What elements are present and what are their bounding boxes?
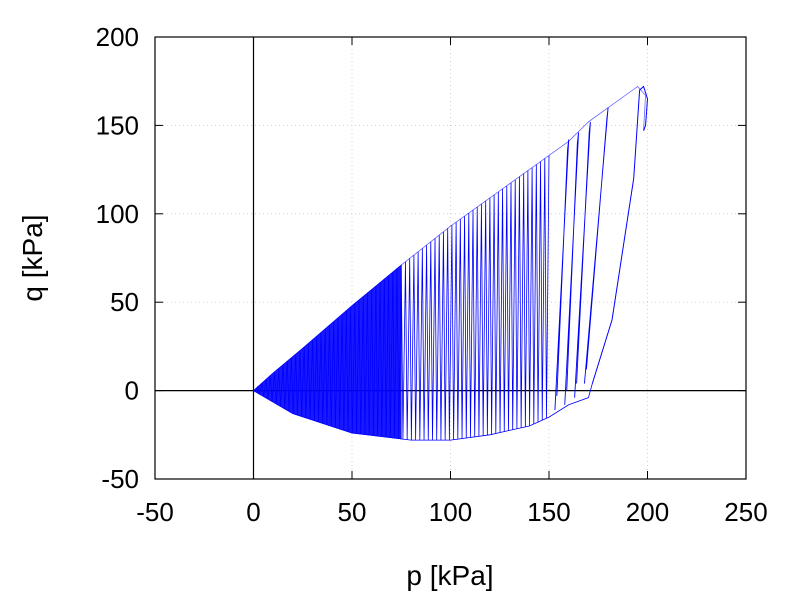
series-lower-envelope — [253, 383, 593, 441]
series-upper-envelope — [253, 85, 646, 391]
x-tick-label: 200 — [626, 497, 669, 527]
series-final-loop — [591, 85, 649, 384]
series-cycle — [584, 107, 609, 384]
y-tick-label: -50 — [101, 464, 139, 494]
x-tick-label: 50 — [338, 497, 367, 527]
y-tick-label: 150 — [96, 110, 139, 140]
axis-ticks — [154, 36, 747, 480]
y-axis-title: q [kPa] — [17, 214, 48, 301]
series-dense-region — [252, 264, 402, 440]
series-cycle — [574, 121, 591, 398]
x-tick-label: -50 — [136, 497, 174, 527]
grid-lines — [155, 37, 746, 479]
x-tick-label: 100 — [429, 497, 472, 527]
series-cycle — [554, 139, 570, 411]
y-tick-label: 0 — [125, 376, 139, 406]
x-tick-label: 0 — [246, 497, 260, 527]
x-tick-label: 150 — [527, 497, 570, 527]
x-axis-title: p [kPa] — [406, 560, 493, 591]
x-tick-labels: -50 0 50 100 150 200 250 — [136, 497, 767, 527]
y-tick-label: 50 — [110, 287, 139, 317]
y-tick-label: 100 — [96, 199, 139, 229]
stress-path-series — [252, 85, 649, 441]
series-cycle — [564, 132, 579, 405]
y-tick-labels: -50 0 50 100 150 200 — [96, 22, 139, 494]
x-tick-label: 250 — [724, 497, 767, 527]
y-tick-label: 200 — [96, 22, 139, 52]
